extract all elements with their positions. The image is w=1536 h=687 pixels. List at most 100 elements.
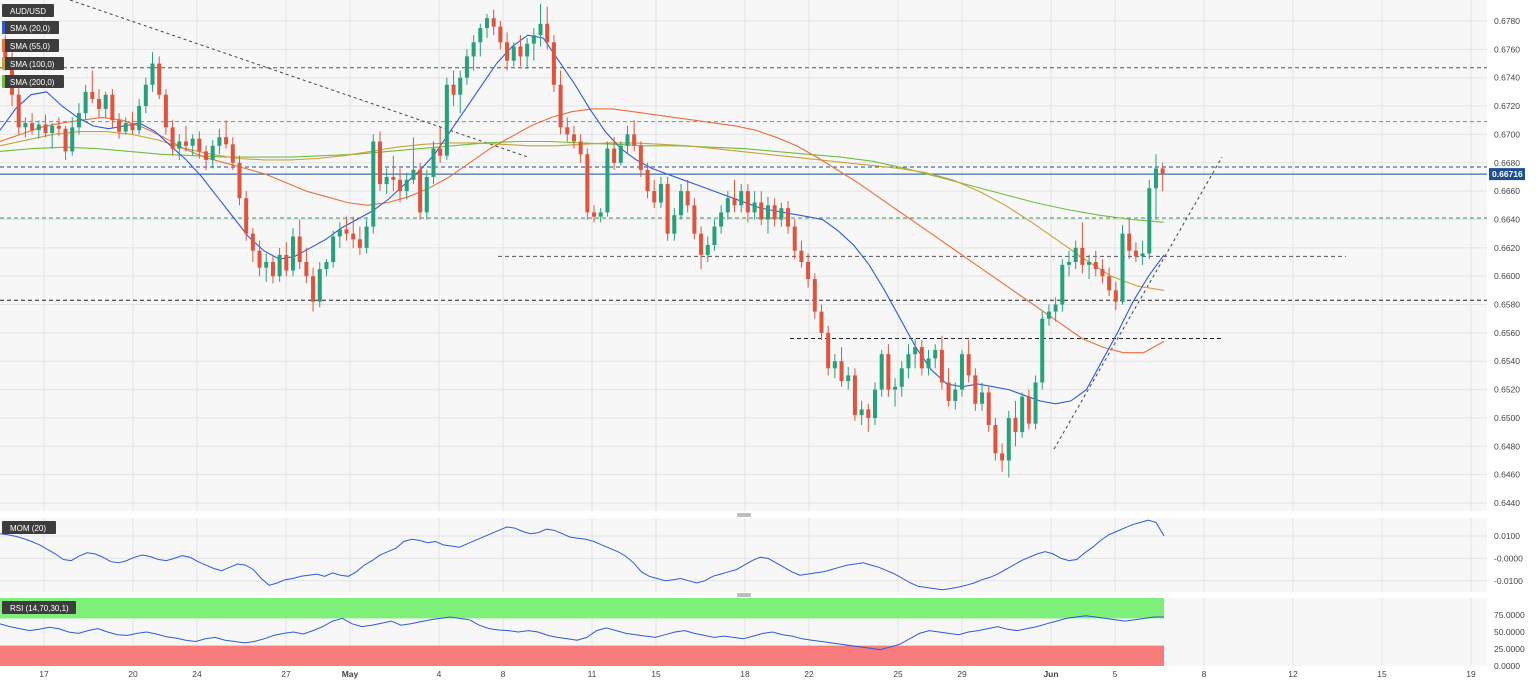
price-tick-label: 0.6520 (1494, 385, 1520, 395)
candle-down (1133, 250, 1138, 257)
x-tick-label: 15 (1377, 669, 1387, 679)
symbol-badge (2, 4, 54, 17)
candle-up (1033, 382, 1038, 424)
rsi-tick-label: 0.0000 (1494, 661, 1520, 671)
candle-down (438, 148, 443, 156)
ascending-trendline (1053, 156, 1223, 450)
x-tick-label: 12 (1288, 669, 1298, 679)
candle-up (658, 184, 663, 203)
sma-legend-badge (2, 21, 59, 34)
candle-down (786, 208, 791, 227)
candle-down (1160, 168, 1165, 175)
momentum-line (0, 519, 1165, 591)
price-tick-label: 0.6680 (1494, 158, 1520, 168)
candle-up (832, 361, 837, 369)
price-tick-label: 0.6660 (1494, 186, 1520, 196)
price-tick-label: 0.6720 (1494, 101, 1520, 111)
candle-up (331, 236, 336, 262)
candle-down (130, 123, 135, 131)
candle-down (558, 84, 563, 128)
candle-up (143, 84, 148, 107)
candle-down (1107, 276, 1112, 291)
rsi-oversold-zone (0, 645, 1164, 666)
candle-down (498, 26, 503, 43)
x-tick-label: 24 (192, 669, 202, 679)
candle-down (638, 145, 643, 170)
candle-up (404, 179, 409, 192)
candle-up (264, 262, 269, 268)
candle-down (1100, 269, 1105, 277)
candle-down (545, 23, 550, 43)
candle-down (30, 123, 35, 131)
candle-down (571, 134, 576, 142)
candle-up (23, 123, 28, 128)
x-tick-label: 11 (588, 669, 597, 679)
candle-down (973, 375, 978, 404)
candle-up (210, 145, 215, 160)
pane-resize-handle[interactable] (737, 513, 751, 517)
candle-down (565, 127, 570, 135)
candle-down (311, 276, 316, 302)
price-tick-label: 0.6600 (1494, 271, 1520, 281)
price-tick-label: 0.6500 (1494, 413, 1520, 423)
candle-down (1000, 453, 1005, 461)
axes: 0.0100-0.0000-0.010075.000050.000025.000… (39, 16, 1525, 679)
candle-down (612, 148, 617, 163)
price-tick-label: 0.6580 (1494, 300, 1520, 310)
candle-up (906, 354, 911, 369)
candle-up (137, 106, 142, 131)
legend: AUD/USD SMA (20,0) SMA (55,0) SMA (100,0) SM… (2, 4, 76, 614)
candle-up (678, 191, 684, 216)
candle-up (538, 23, 543, 36)
pane-separators[interactable] (737, 513, 751, 597)
pane-resize-handle[interactable] (737, 593, 751, 597)
x-tick-label: 8 (501, 669, 506, 679)
candle-up (70, 127, 75, 152)
candle-up (471, 42, 476, 57)
candle-down (578, 141, 583, 155)
candle-down (63, 128, 68, 152)
x-tick-label: 25 (893, 669, 903, 679)
candle-down (90, 91, 95, 99)
last-price-tag (1489, 168, 1525, 181)
momentum-tick-label: 0.0100 (1494, 531, 1520, 541)
trendlines (69, 0, 1223, 450)
candle-down (732, 198, 737, 206)
price-panel (0, 0, 1487, 511)
candle-up (431, 148, 436, 177)
candle-up (705, 244, 710, 255)
candle-up (76, 113, 81, 128)
candle-down (110, 94, 115, 121)
rsi-tick-label: 75.0000 (1494, 610, 1525, 620)
descending-trendline (69, 0, 529, 158)
candle-down (56, 125, 61, 129)
candle-down (451, 84, 456, 95)
rsi-overbought-zone (0, 598, 1164, 619)
x-tick-label: May (342, 669, 359, 679)
candle-up (525, 43, 530, 57)
candle-down (518, 46, 523, 57)
candle-down (799, 250, 804, 262)
candle-up (217, 137, 222, 146)
sma-legend-swatch (2, 75, 5, 88)
candle-down (551, 42, 556, 85)
price-tick-label: 0.6620 (1494, 243, 1520, 253)
candle-up (83, 91, 88, 114)
candle-up (739, 191, 744, 206)
candle-down (505, 42, 510, 61)
rsi-tick-label: 50.0000 (1494, 627, 1525, 637)
candle-up (424, 176, 429, 213)
candle-up (384, 176, 389, 185)
candle-down (993, 425, 998, 454)
candle-up (484, 18, 490, 29)
x-tick-label: 27 (281, 669, 291, 679)
candle-down (1026, 396, 1031, 424)
sma-legend-badge (2, 57, 64, 70)
momentum-panel (0, 518, 1487, 592)
candle-up (933, 349, 938, 359)
price-tick-label: 0.6740 (1494, 73, 1520, 83)
sma-legend-swatch (2, 39, 5, 52)
sma-legend-swatch (2, 57, 5, 70)
candle-up (177, 141, 182, 149)
